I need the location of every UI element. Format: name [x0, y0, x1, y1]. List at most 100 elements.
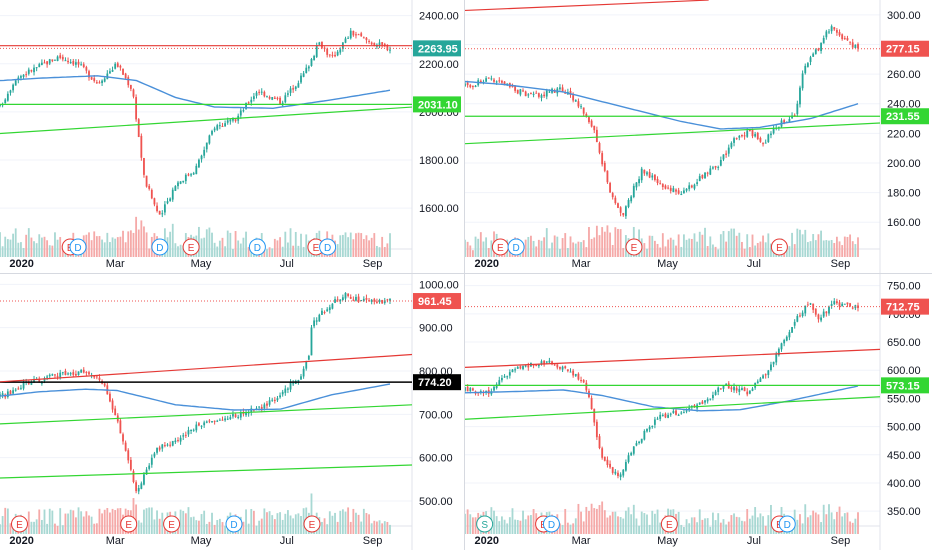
- volume-bar: [601, 501, 604, 534]
- candle-body: [6, 93, 9, 101]
- volume-bar: [349, 521, 352, 534]
- event-marker-label: D: [512, 243, 519, 254]
- candle-body: [101, 80, 103, 84]
- candle-body: [174, 440, 177, 443]
- volume-bar: [365, 235, 368, 257]
- y-tick-label: 260.00: [887, 69, 921, 81]
- candle-body: [148, 465, 151, 469]
- volume-bar: [619, 229, 622, 257]
- candle-body: [646, 428, 648, 432]
- volume-bar: [140, 522, 143, 534]
- volume-bar: [129, 230, 132, 257]
- volume-bar: [854, 518, 857, 534]
- volume-bar: [814, 512, 817, 534]
- candle-body: [730, 387, 733, 390]
- panel-divider-horizontal[interactable]: [0, 273, 932, 274]
- chart-panel-bottom-left[interactable]: 1000.00 900.00 800.00 700.00 600.00 500.00 961…: [0, 274, 464, 550]
- candle-body: [38, 379, 41, 383]
- volume-bar: [822, 504, 825, 534]
- volume-bar: [595, 508, 598, 534]
- volume-bar: [289, 228, 292, 257]
- volume-bar: [127, 231, 130, 257]
- candle-body: [226, 418, 229, 420]
- volume-bar: [101, 513, 103, 534]
- event-marker-label: E: [125, 520, 132, 531]
- volume-bar: [799, 229, 801, 257]
- volume-bar: [20, 242, 22, 257]
- candle-body: [746, 130, 749, 137]
- candle-body: [812, 53, 815, 57]
- y-tick-label: 200.00: [887, 158, 921, 170]
- x-tick-label: Sep: [831, 258, 851, 270]
- candle-body: [545, 90, 548, 97]
- candle-body: [239, 412, 242, 418]
- volume-bar: [101, 239, 103, 257]
- volume-bar: [260, 518, 263, 534]
- volume-bar: [179, 244, 182, 257]
- volume-bar: [527, 236, 530, 257]
- price-label-text: 712.75: [886, 302, 920, 314]
- candle-body: [129, 85, 132, 89]
- chart-panel-top-left[interactable]: 2400.00 2200.00 2000.00 1800.00 1600.00 2263.…: [0, 0, 464, 273]
- volume-bar: [54, 232, 56, 257]
- candle-body: [804, 305, 807, 314]
- candle-body: [192, 429, 195, 431]
- candle-body: [471, 86, 474, 88]
- candle-body: [490, 78, 493, 80]
- panel-divider-vertical[interactable]: [464, 0, 465, 550]
- volume-bar: [759, 513, 762, 534]
- volume-bar: [355, 233, 357, 257]
- candle-body: [667, 187, 670, 189]
- volume-bar: [190, 517, 192, 534]
- candle-body: [232, 119, 234, 121]
- candle-body: [556, 364, 559, 368]
- event-marker-circle: [625, 238, 643, 256]
- volume-bar: [548, 248, 551, 257]
- candle-body: [572, 370, 575, 376]
- volume-bar: [85, 511, 88, 534]
- volume-bar: [817, 234, 820, 257]
- volume-bar: [572, 242, 575, 257]
- candle-body: [56, 56, 59, 62]
- x-tick-label: Sep: [831, 535, 851, 547]
- y-tick-label: 300.00: [887, 10, 921, 22]
- candle-body: [389, 49, 391, 51]
- candle-body: [712, 167, 714, 169]
- price-label-text: 231.55: [886, 111, 920, 123]
- candle-body: [661, 414, 664, 416]
- chart-panel-top-right[interactable]: 300.00280.00260.00240.00220.00200.00180.…: [465, 0, 932, 273]
- candle-body: [609, 183, 611, 193]
- candle-body: [709, 398, 712, 400]
- volume-bar: [830, 512, 833, 534]
- volume-bar: [659, 247, 662, 257]
- volume-bar: [116, 508, 119, 534]
- volume-bar: [754, 507, 757, 534]
- candle-body: [735, 138, 738, 140]
- candle-body: [569, 371, 572, 373]
- candle-body: [300, 376, 302, 380]
- candle-body: [190, 429, 192, 432]
- volume-bar: [98, 236, 101, 257]
- candle-body: [809, 303, 812, 305]
- candle-body: [336, 51, 339, 56]
- candle-body: [485, 78, 488, 82]
- x-tick-label: 2020: [474, 535, 498, 547]
- candle-body: [559, 366, 561, 369]
- volume-bar: [148, 248, 151, 257]
- volume-bar: [378, 520, 381, 534]
- volume-bar: [580, 242, 582, 257]
- volume-bar: [237, 240, 240, 257]
- candle-body: [537, 93, 540, 97]
- candle-body: [611, 193, 614, 198]
- candle-body: [825, 31, 828, 38]
- volume-bar: [143, 509, 145, 534]
- volume-bar: [40, 519, 43, 534]
- candle-body: [503, 81, 506, 86]
- volume-bar: [838, 241, 841, 257]
- candle-body: [535, 92, 538, 94]
- volume-bar: [693, 233, 696, 257]
- candle-body: [307, 355, 310, 360]
- candle-body: [321, 310, 323, 315]
- chart-panel-bottom-right[interactable]: 750.00 700.00 650.00 600.00 550.00 500.00 450.…: [465, 274, 932, 550]
- volume-bar: [835, 236, 838, 257]
